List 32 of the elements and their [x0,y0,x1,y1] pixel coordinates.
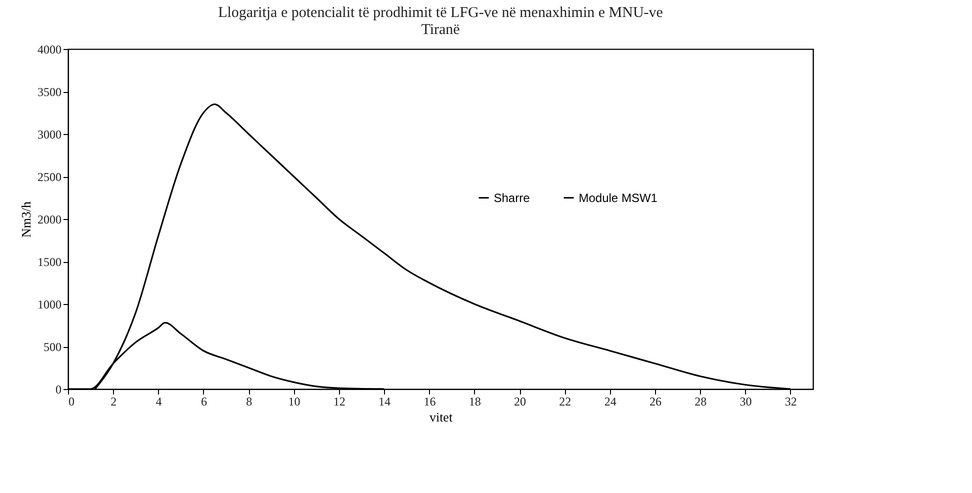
y-tick-label: 3000 [38,128,62,142]
y-tick-label: 2500 [38,170,62,184]
x-tick-label: 18 [468,394,481,408]
y-tick-label: 0 [56,382,62,396]
x-tick-label: 10 [288,394,300,408]
y-tick-label: 4000 [38,42,62,56]
y-axis-title: Nm3/h [18,200,34,238]
x-tick-label: 20 [514,394,526,408]
x-tick-label: 24 [604,394,616,408]
legend-label: Sharre [494,190,530,205]
x-tick-label: 14 [378,394,391,408]
y-tick-label: 1000 [38,298,62,312]
x-tick-label: 8 [246,394,252,408]
x-tick-label: 30 [740,394,752,408]
y-tick-label: 2000 [38,212,62,226]
x-tick-label: 32 [784,394,797,408]
x-tick-label: 4 [156,394,162,408]
text: Tiranë [421,22,460,38]
x-tick-label: 2 [110,394,117,408]
x-tick-label: 16 [424,394,436,408]
y-tick-label: 1500 [38,255,62,269]
x-tick-label: 0 [68,394,74,408]
x-tick-label: 28 [694,394,707,408]
x-tick-label: 22 [559,394,572,408]
legend-label: Module MSW1 [578,190,658,205]
x-tick-label: 6 [200,394,207,408]
x-tick-label: 26 [649,394,662,408]
y-tick-label: 3500 [38,85,62,99]
text: Llogaritja e potencialit të prodhimit të LFG-ve në menaxhimin e MNU-ve [218,5,663,21]
y-tick-label: 500 [44,340,62,354]
x-tick-label: 12 [333,394,346,408]
x-axis-title: vitet [429,410,453,424]
